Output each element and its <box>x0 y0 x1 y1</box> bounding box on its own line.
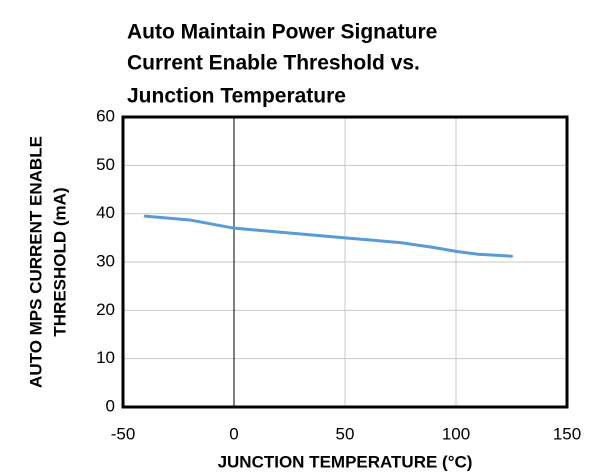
x-tick-label: -50 <box>111 424 136 443</box>
y-tick-label: 10 <box>96 348 115 367</box>
x-label: JUNCTION TEMPERATURE (°C) <box>218 452 473 471</box>
y-label: THRESHOLD (mA) <box>50 187 69 336</box>
chart-title: Current Enable Threshold vs. <box>127 52 420 75</box>
y-tick-label: 40 <box>96 203 115 222</box>
y-tick-label: 60 <box>96 106 115 125</box>
x-tick-label: 100 <box>442 424 470 443</box>
y-tick-label: 20 <box>96 300 115 319</box>
y-tick-label: 0 <box>106 396 115 415</box>
x-tick-label: 50 <box>336 424 355 443</box>
x-tick-label: 0 <box>229 424 238 443</box>
chart-title: Auto Maintain Power Signature <box>127 21 437 44</box>
y-label: AUTO MPS CURRENT ENABLE <box>26 136 45 388</box>
plot-border <box>121 115 569 409</box>
y-tick-label: 50 <box>96 155 115 174</box>
x-tick-label: 150 <box>553 424 581 443</box>
y-axis-label: AUTO MPS CURRENT ENABLE THRESHOLD (mA) <box>26 136 69 388</box>
data-line <box>143 214 513 258</box>
chart-title: Junction Temperature <box>127 85 346 108</box>
y-tick-label: 30 <box>96 251 115 270</box>
title: Auto Maintain Power Signature Current En… <box>127 21 437 108</box>
